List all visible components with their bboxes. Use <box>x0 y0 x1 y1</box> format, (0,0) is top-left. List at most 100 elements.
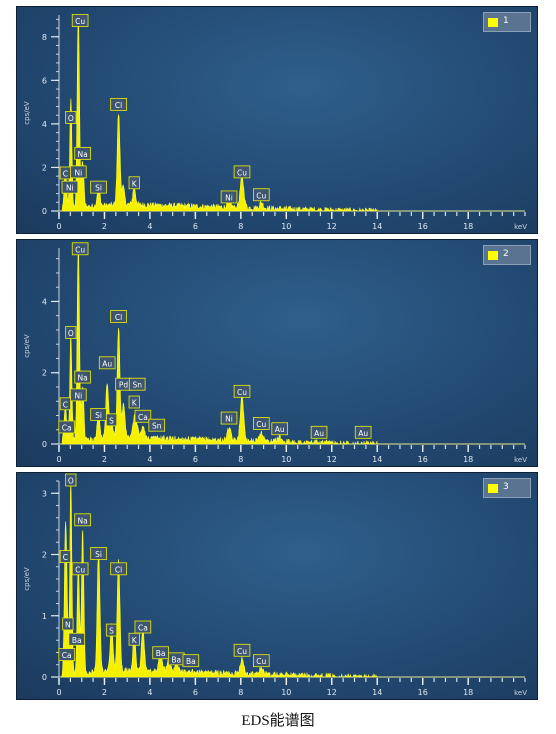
peak-label: Cu <box>253 416 270 430</box>
peak-label: Na <box>74 513 91 527</box>
x-tick-label: 14 <box>372 455 382 464</box>
peak-label-box <box>110 97 127 111</box>
peak-label-text: Cu <box>75 565 85 574</box>
peak-label-box <box>105 413 118 427</box>
y-tick-label: 4 <box>42 120 47 129</box>
peak-label-text: Na <box>78 150 88 159</box>
peak-label-box <box>70 165 87 179</box>
peak-label-text: Ni <box>66 184 74 193</box>
x-tick-label: 6 <box>193 222 198 231</box>
peak-label-text: Cu <box>237 388 247 397</box>
peak-label-text: S <box>109 416 114 425</box>
legend-label-2: 2 <box>503 249 509 259</box>
x-tick-label: 4 <box>147 455 152 464</box>
peak-label: C <box>59 397 71 411</box>
peak-label-box <box>90 180 107 194</box>
peak-label: Na <box>74 370 91 384</box>
x-axis-label: keV <box>514 456 527 464</box>
peak-label-box <box>220 411 238 425</box>
y-tick-label: 2 <box>42 369 47 378</box>
peak-label-text: Pd <box>119 381 129 390</box>
peak-label-text: Cu <box>237 647 247 656</box>
x-tick-label: 14 <box>372 222 382 231</box>
peak-label-text: O <box>68 329 74 338</box>
peak-label-text: Ba <box>156 649 166 658</box>
peak-label: C <box>59 550 71 563</box>
peak-label: Cu <box>233 165 251 179</box>
peak-label-text: Cu <box>75 17 85 26</box>
peak-label-box <box>74 146 91 160</box>
peak-label-box <box>70 388 87 402</box>
peak-label-box <box>220 190 238 204</box>
peak-label: O <box>65 326 77 339</box>
legend-3: 3 <box>483 478 531 498</box>
peak-label-box <box>128 176 140 190</box>
spectrum-panel-2: 0 2 4 cps/eV 0 2 4 6 8 10 12 14 16 18 keV Cu O Cl Au Na Pd Sn… <box>16 239 538 467</box>
peak-label: Cu <box>253 188 270 202</box>
peak-label-text: O <box>68 114 74 123</box>
peak-label-text: Cu <box>75 245 85 254</box>
legend-label-3: 3 <box>503 482 509 492</box>
y-tick-label: 0 <box>42 673 47 682</box>
y-axis-label: cps/eV <box>23 101 31 125</box>
x-tick-label: 2 <box>102 222 107 231</box>
spectrum-trace <box>59 14 525 213</box>
peak-label: Ni <box>220 411 238 425</box>
peak-label-text: Ba <box>186 657 196 666</box>
peak-label-box <box>65 473 77 487</box>
peak-label: S <box>105 623 118 637</box>
peak-label-text: Ni <box>74 391 82 400</box>
x-tick-label: 2 <box>102 455 107 464</box>
peak-label-box <box>110 562 127 576</box>
spectrum-panel-3: 0 1 2 3 cps/eV 0 2 4 6 8 10 12 14 16 18 keV O Na C Si Cu Cl N S… <box>16 472 538 700</box>
peak-label-text: N <box>65 620 71 629</box>
x-tick-label: 4 <box>147 688 152 697</box>
peak-label-text: Na <box>78 374 88 383</box>
peak-label-text: Sn <box>132 381 142 390</box>
peak-label-box <box>65 326 77 339</box>
peak-label-text: Cl <box>115 565 122 574</box>
peak-label-box <box>134 620 152 634</box>
peak-label-box <box>62 617 74 631</box>
peak-label-box <box>233 384 251 398</box>
peak-label: O <box>65 111 77 124</box>
x-tick-label: 10 <box>281 222 291 231</box>
x-tick-label: 16 <box>418 222 428 231</box>
y-tick-label: 4 <box>42 297 47 306</box>
peak-label-box <box>65 111 77 124</box>
peak-label-text: O <box>68 477 74 486</box>
peak-label: Cl <box>110 97 127 111</box>
peak-label: Cu <box>71 562 89 576</box>
peak-label-text: Ba <box>171 655 181 664</box>
peak-label: Sn <box>128 377 146 391</box>
y-axis-label: cps/eV <box>23 334 31 358</box>
peak-label: Cl <box>110 562 127 576</box>
peak-label: Ca <box>134 620 152 634</box>
peak-label-box <box>59 397 71 411</box>
spectrum-trace <box>59 480 525 679</box>
y-tick-label: 0 <box>42 207 47 216</box>
peak-label-text: Si <box>95 550 102 559</box>
peak-label-text: Ca <box>138 624 148 633</box>
peak-label-text: Au <box>275 425 285 434</box>
peak-label-text: C <box>63 553 68 562</box>
x-tick-label: 6 <box>193 688 198 697</box>
peak-label-text: Cu <box>256 420 266 429</box>
x-tick-label: 8 <box>238 688 243 697</box>
x-tick-label: 4 <box>147 222 152 231</box>
peak-label-box <box>354 425 372 439</box>
x-tick-label: 18 <box>463 688 473 697</box>
peak-label-text: S <box>109 627 114 636</box>
peak-label: Ca <box>58 420 76 434</box>
x-tick-label: 0 <box>56 455 61 464</box>
peak-label-box <box>182 654 200 668</box>
spectrum-panel-1: 0 2 4 6 8 cps/eV 0 2 4 6 8 10 12 14 16 18 keV Cu O Na C Ni Ni S… <box>16 6 538 234</box>
peak-label: Sn <box>148 418 166 432</box>
peak-label-box <box>71 242 89 256</box>
peak-label: K <box>128 395 140 409</box>
peak-label: Ni <box>70 388 87 402</box>
peak-label-box <box>59 550 71 563</box>
peak-label: Ba <box>152 646 169 660</box>
peak-label-box <box>253 188 270 202</box>
peak-label-box <box>58 648 76 661</box>
